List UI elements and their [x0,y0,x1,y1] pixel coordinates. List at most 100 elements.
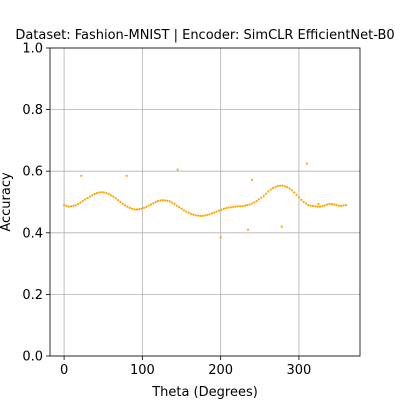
data-point [330,203,333,206]
data-point [182,209,185,212]
data-point [152,202,155,205]
data-point [72,204,75,207]
data-point [173,202,176,205]
data-point [138,207,141,211]
data-point [194,214,197,217]
data-point [243,204,247,207]
data-point [227,206,230,209]
data-point [199,214,202,217]
data-point [281,184,284,187]
data-point [232,205,235,209]
data-point [300,198,303,201]
data-point [302,200,305,204]
data-point [166,199,169,202]
grid-layer [50,47,360,357]
data-point [234,205,237,208]
data-point [262,194,265,197]
data-point [217,209,221,212]
data-point [264,192,268,195]
y-tick-label: 0.6 [22,165,43,180]
data-point [178,206,181,209]
data-point [321,204,324,208]
data-point [133,208,136,211]
data-point [272,187,275,190]
data-point [109,194,113,197]
data-point [293,191,296,194]
data-point [203,214,207,217]
data-point [131,207,134,210]
data-point [335,203,338,207]
data-point [274,185,277,189]
data-point [326,203,329,206]
data-point [340,204,343,208]
data-point [267,190,270,193]
data-point [344,203,348,207]
data-point [81,199,84,203]
data-point [100,191,103,194]
data-point [62,203,66,207]
data-point [171,201,174,204]
data-point [119,200,122,204]
data-point [145,205,148,209]
data-point [128,206,131,209]
data-point [210,212,214,215]
data-point [309,204,312,207]
data-point [84,198,87,201]
x-tick-label: 200 [208,363,233,378]
data-point [250,178,254,181]
data-point [311,204,315,208]
data-point [236,205,239,208]
data-point [295,193,298,197]
data-point [219,236,222,239]
data-point [176,168,179,171]
data-point [187,211,190,214]
x-tick-label: 0 [60,363,68,378]
data-point [185,210,188,213]
data-point [74,203,77,207]
data-point [117,199,120,202]
plot-frame [49,47,361,357]
data-point [276,184,279,188]
data-point [248,203,251,206]
data-point [208,213,211,216]
data-point [124,204,127,207]
data-point [304,202,308,205]
data-point [206,213,209,217]
data-point [180,207,183,210]
data-point [93,192,96,196]
data-point [121,202,124,205]
y-axis: 0.0 0.2 0.4 0.6 0.8 1.0 [22,42,50,365]
data-point [260,196,263,199]
data-point [288,187,291,190]
data-point [80,174,83,177]
data-point [279,184,282,187]
data-point [250,202,254,205]
data-point [220,208,223,211]
data-point [241,204,244,208]
data-point [307,203,310,207]
data-point [159,199,162,202]
data-point [286,186,289,189]
y-axis-label: Accuracy [0,172,14,232]
y-tick-label: 0.0 [22,350,43,365]
data-point [154,200,157,204]
data-point [229,206,232,209]
data-point [140,207,143,210]
x-tick-label: 100 [130,363,155,378]
scatter-points [62,162,348,239]
data-point [253,201,256,204]
data-point [192,213,195,216]
data-point [91,194,94,197]
data-point [201,214,204,217]
data-point [67,205,70,208]
y-tick-label: 0.2 [22,288,43,303]
data-point [88,195,92,198]
data-point [77,202,80,205]
data-point [318,205,322,208]
data-point [269,188,272,191]
data-point [102,191,106,194]
data-point [246,203,249,207]
data-point [290,189,293,192]
data-point [161,199,164,202]
